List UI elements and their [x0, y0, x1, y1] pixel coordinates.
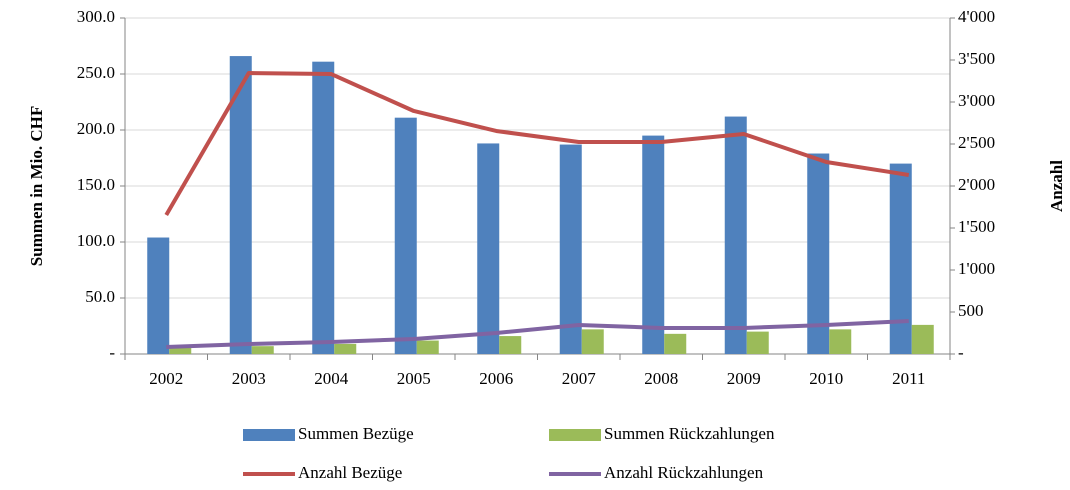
bar [416, 340, 439, 354]
bar [829, 329, 852, 354]
y2-tick-label: 500 [958, 301, 984, 320]
legend-label: Summen Rückzahlungen [604, 424, 775, 443]
bar [312, 61, 335, 355]
bar [664, 333, 687, 354]
y-tick-label: 50.0 [85, 287, 115, 306]
bar [642, 135, 665, 354]
x-tick-label: 2006 [479, 369, 513, 388]
legend-label: Anzahl Rückzahlungen [604, 463, 764, 482]
legend-swatch [549, 429, 601, 441]
bar [746, 331, 769, 354]
bar [499, 336, 522, 354]
y2-tick-label: - [958, 343, 964, 362]
y2-tick-label: 3'000 [958, 91, 995, 110]
x-tick-label: 2008 [644, 369, 678, 388]
y2-tick-label: 4'000 [958, 7, 995, 26]
y2-axis-label: Anzahl [1047, 160, 1066, 212]
legend-label: Summen Bezüge [298, 424, 414, 443]
x-tick-label: 2002 [149, 369, 183, 388]
y2-tick-label: 2'000 [958, 175, 995, 194]
x-tick-label: 2003 [232, 369, 266, 388]
bar [724, 116, 747, 354]
y-tick-label: 300.0 [77, 7, 115, 26]
y-tick-label: - [109, 343, 115, 362]
y-axis-label: Summen in Mio. CHF [27, 106, 46, 267]
y-tick-label: 250.0 [77, 63, 115, 82]
bar [807, 153, 830, 354]
y-tick-label: 200.0 [77, 119, 115, 138]
x-tick-label: 2011 [892, 369, 925, 388]
bar [889, 163, 912, 354]
bar [559, 144, 582, 354]
bar [334, 343, 357, 354]
y2-tick-label: 1'500 [958, 217, 995, 236]
bar [581, 329, 604, 354]
bar [147, 237, 170, 354]
bar [229, 56, 252, 355]
bar [169, 346, 192, 354]
bar [251, 346, 274, 354]
x-tick-label: 2009 [727, 369, 761, 388]
line-series [166, 318, 909, 350]
x-tick-label: 2004 [314, 369, 349, 388]
y-tick-label: 100.0 [77, 231, 115, 250]
y2-tick-label: 1'000 [958, 259, 995, 278]
y-tick-label: 150.0 [77, 175, 115, 194]
legend-swatch [243, 429, 295, 441]
bar [394, 117, 417, 355]
bar [477, 143, 500, 354]
line-series [164, 71, 910, 216]
x-tick-label: 2010 [809, 369, 843, 388]
y2-tick-label: 2'500 [958, 133, 995, 152]
x-tick-label: 2005 [397, 369, 431, 388]
y2-tick-label: 3'500 [958, 49, 995, 68]
bar [911, 324, 934, 354]
x-tick-label: 2007 [562, 369, 597, 388]
legend-label: Anzahl Bezüge [298, 463, 402, 482]
